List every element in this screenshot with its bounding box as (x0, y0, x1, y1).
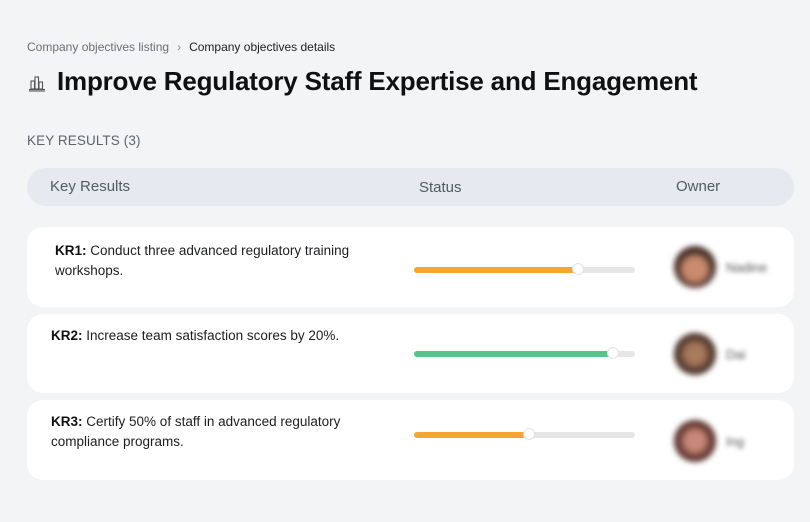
breadcrumb-current-page: Company objectives details (189, 40, 336, 54)
key-result-text: Increase team satisfaction scores by 20%… (86, 328, 340, 343)
key-result-code: KR1: (55, 243, 87, 258)
breadcrumb-link-objectives-listing[interactable]: Company objectives listing (27, 40, 170, 54)
avatar (674, 420, 716, 462)
owner-name: Ing (726, 433, 745, 449)
column-header-owner: Owner (676, 178, 721, 195)
progress-thumb[interactable] (607, 348, 618, 358)
column-header-status: Status (419, 179, 462, 196)
progress-thumb[interactable] (572, 264, 583, 274)
progress-bar[interactable] (414, 348, 635, 358)
page-title: Improve Regulatory Staff Expertise and E… (57, 66, 698, 96)
key-result-description: KR1: Conduct three advanced regulatory t… (55, 241, 385, 281)
title-row: Improve Regulatory Staff Expertise and E… (27, 66, 698, 97)
progress-bar[interactable] (414, 429, 635, 439)
breadcrumb-separator-icon: › (177, 40, 182, 54)
owner[interactable]: Nadine (674, 246, 767, 288)
owner-name: Nadine (726, 259, 768, 275)
owner-name: Dai (726, 346, 746, 362)
progress-fill (414, 351, 613, 357)
avatar (674, 246, 716, 288)
key-results-section-label: KEY RESULTS (3) (27, 133, 141, 148)
key-results-table-header: Key Results Status Owner (27, 168, 794, 206)
key-result-text: Certify 50% of staff in advanced regulat… (51, 414, 341, 449)
owner[interactable]: Dai (674, 333, 746, 375)
key-result-text: Conduct three advanced regulatory traini… (55, 243, 350, 278)
breadcrumb: Company objectives listing › Company obj… (27, 40, 335, 54)
progress-fill (414, 267, 578, 273)
key-result-description: KR2: Increase team satisfaction scores b… (51, 326, 391, 346)
owner[interactable]: Ing (674, 420, 744, 462)
key-result-row[interactable]: KR2: Increase team satisfaction scores b… (27, 314, 794, 393)
building-chart-icon (27, 72, 47, 92)
key-result-row[interactable]: KR1: Conduct three advanced regulatory t… (27, 227, 794, 307)
progress-bar[interactable] (414, 264, 635, 274)
key-result-code: KR2: (51, 328, 83, 343)
column-header-key-results: Key Results (50, 178, 131, 195)
key-result-description: KR3: Certify 50% of staff in advanced re… (51, 412, 381, 452)
progress-fill (414, 432, 529, 438)
key-result-row[interactable]: KR3: Certify 50% of staff in advanced re… (27, 400, 794, 480)
key-result-code: KR3: (51, 414, 83, 429)
progress-thumb[interactable] (523, 429, 534, 439)
avatar (674, 333, 716, 375)
